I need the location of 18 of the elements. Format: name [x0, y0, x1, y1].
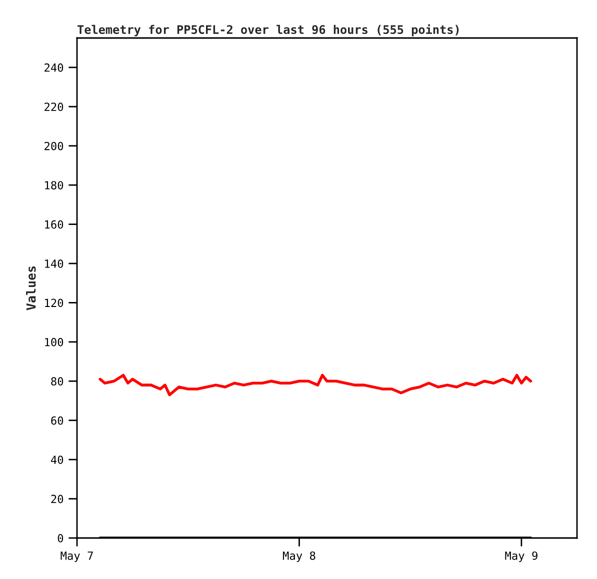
- y-tick-label: 40: [50, 456, 64, 464]
- y-tick-label: 160: [45, 220, 64, 229]
- x-tick-label: May 7: [60, 552, 93, 562]
- y-tick-label: 140: [45, 259, 64, 268]
- y-tick-label: 100: [45, 338, 64, 346]
- x-tick-label: May 8: [282, 551, 316, 562]
- x-tick-label: May 9: [505, 551, 538, 562]
- y-tick-label: 220: [44, 102, 64, 112]
- y-tick-label: 240: [44, 63, 64, 72]
- y-tick-label: 120: [45, 298, 64, 308]
- y-axis-title: Values: [26, 266, 36, 310]
- chart-title: Telemetry for PP5CFL-2 over last 96 hours (555 points): [78, 24, 459, 36]
- y-tick-label: 80: [51, 377, 64, 386]
- y-tick-label: 60: [51, 416, 64, 425]
- y-tick-label: 0: [58, 534, 64, 542]
- y-tick-label: 20: [51, 494, 64, 504]
- y-tick-label: 200: [44, 142, 64, 150]
- y-tick-label: 180: [45, 181, 64, 190]
